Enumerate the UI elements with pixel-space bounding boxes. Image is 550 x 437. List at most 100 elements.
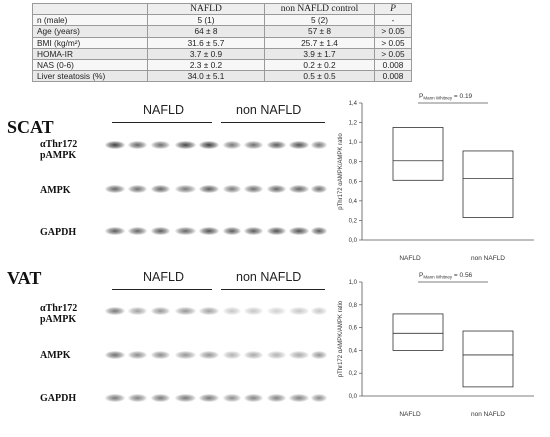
table-cell: n (male) <box>32 14 148 27</box>
blot-lane <box>289 141 309 149</box>
blot-lane <box>244 227 263 235</box>
blot-label-athr172: αThr172 <box>40 139 78 150</box>
blot-lane <box>128 351 147 359</box>
p-value-text: = 0.19 <box>452 93 472 100</box>
western-blot-band-row <box>103 136 328 156</box>
blot-lane <box>105 307 125 315</box>
y-tick-label: 0,8 <box>349 303 358 309</box>
y-tick-label: 1,0 <box>349 140 358 146</box>
table-cell: 0.5 ± 0.5 <box>264 70 375 83</box>
box <box>392 313 444 351</box>
blot-lane <box>223 351 241 359</box>
table-cell: BMI (kg/m²) <box>32 36 148 49</box>
table-cell: 5 (1) <box>147 14 265 27</box>
table-cell: 25.7 ± 1.4 <box>264 36 375 49</box>
blot-lane <box>128 227 147 235</box>
group-label-nafld: NAFLD <box>143 270 184 284</box>
blot-lane <box>128 185 147 193</box>
group-bracket-nafld <box>112 289 212 290</box>
blot-lane <box>244 141 263 149</box>
blot-lane <box>267 307 286 315</box>
y-tick-label: 0,0 <box>349 238 358 244</box>
western-blot-band-row <box>103 302 328 322</box>
y-tick-label: 0,2 <box>349 218 358 224</box>
blot-lane <box>105 394 125 402</box>
blot-lane <box>289 351 309 359</box>
blot-lane <box>311 141 327 149</box>
blot-lane <box>151 227 170 235</box>
blot-lane <box>105 185 125 193</box>
group-bracket-nafld <box>112 122 212 123</box>
patient-characteristics-table: NAFLD non NAFLD control P n (male) 5 (1)… <box>32 2 412 83</box>
y-tick-label: 1,4 <box>349 101 358 107</box>
table-cell: > 0.05 <box>374 25 412 38</box>
group-label-non-nafld: non NAFLD <box>236 103 302 117</box>
box-plot-scat: pThr172 αAMPK/AMPK ratio 0,0 0,2 0,4 0,6 0,8 1… <box>338 86 543 273</box>
table-header-cell: non NAFLD control <box>264 2 375 16</box>
blot-lane <box>244 351 263 359</box>
blot-lane <box>267 394 286 402</box>
group-label-nafld: NAFLD <box>143 103 184 117</box>
blot-lane <box>128 141 147 149</box>
table-row: BMI (kg/m²) 31.6 ± 5.7 25.7 ± 1.4 > 0.05 <box>32 36 412 49</box>
blot-lane <box>175 307 196 315</box>
table-cell: - <box>374 14 412 27</box>
blot-lane <box>199 351 219 359</box>
blot-lane <box>105 351 125 359</box>
table-row: HOMA-IR 3.7 ± 0.9 3.9 ± 1.7 > 0.05 <box>32 47 412 61</box>
table-cell: 5 (2) <box>264 14 375 27</box>
blot-lane <box>223 307 241 315</box>
blot-lane <box>289 227 309 235</box>
p-value-test-name: Mann Whitney <box>423 275 453 280</box>
blot-lane <box>223 185 241 193</box>
category-label: non NAFLD <box>471 411 505 418</box>
box-plot-svg: pThr172 αAMPK/AMPK ratio 0,0 0,2 0,4 0,6 0,8 1… <box>338 93 534 262</box>
table-row: n (male) 5 (1) 5 (2) - <box>32 14 412 27</box>
table-header-cell: P <box>374 2 412 16</box>
blot-lane <box>199 185 219 193</box>
western-blot-band-row <box>103 389 328 409</box>
box-plot-svg: pThr172 αAMPK/AMPK ratio 0,0 0,2 0,4 0,6 0,8 1… <box>338 272 534 418</box>
blot-lane <box>105 141 125 149</box>
p-value-symbol: P <box>419 93 423 100</box>
table-cell: > 0.05 <box>374 47 412 61</box>
y-tick-label: 1,0 <box>349 280 358 286</box>
blot-lane <box>311 394 327 402</box>
p-value-label: PMann Whitney = 0.56 <box>419 272 473 280</box>
blot-lane <box>151 351 170 359</box>
category-label: NAFLD <box>399 255 421 262</box>
box <box>462 330 514 388</box>
blot-lane <box>267 185 286 193</box>
y-tick-label: 0,2 <box>349 371 358 377</box>
blot-label-gapdh: GAPDH <box>40 393 77 404</box>
blot-lane <box>199 227 219 235</box>
blot-lane <box>267 141 286 149</box>
y-tick-label: 0,0 <box>349 394 358 400</box>
blot-lane <box>267 351 286 359</box>
blot-lane <box>223 141 241 149</box>
western-blot-band-row <box>103 346 328 366</box>
blot-lane <box>199 394 219 402</box>
y-tick-label: 0,6 <box>349 179 358 185</box>
blot-lane <box>289 394 309 402</box>
table-cell: 0.008 <box>374 59 412 72</box>
table-cell: 57 ± 8 <box>264 25 375 38</box>
p-value-test-name: Mann Whitney <box>423 96 453 101</box>
y-tick-label: 0,8 <box>349 160 358 166</box>
table-cell: 0.008 <box>374 70 412 83</box>
box-plot-vat: pThr172 αAMPK/AMPK ratio 0,0 0,2 0,4 0,6 0,8 1… <box>338 262 543 429</box>
group-bracket-non-nafld <box>221 122 325 123</box>
table-cell: > 0.05 <box>374 36 412 49</box>
category-label: NAFLD <box>399 411 421 418</box>
table-cell: 0.2 ± 0.2 <box>264 59 375 72</box>
box <box>392 127 444 181</box>
blot-lane <box>289 185 309 193</box>
y-tick-label: 0,4 <box>349 348 358 354</box>
y-tick-label: 0,4 <box>349 199 358 205</box>
blot-lane <box>128 394 147 402</box>
table-row: Age (years) 64 ± 8 57 ± 8 > 0.05 <box>32 25 412 38</box>
table-cell: Age (years) <box>32 25 148 38</box>
blot-lane <box>151 185 170 193</box>
blot-lane <box>223 227 241 235</box>
y-tick-label: 0,6 <box>349 326 358 332</box>
